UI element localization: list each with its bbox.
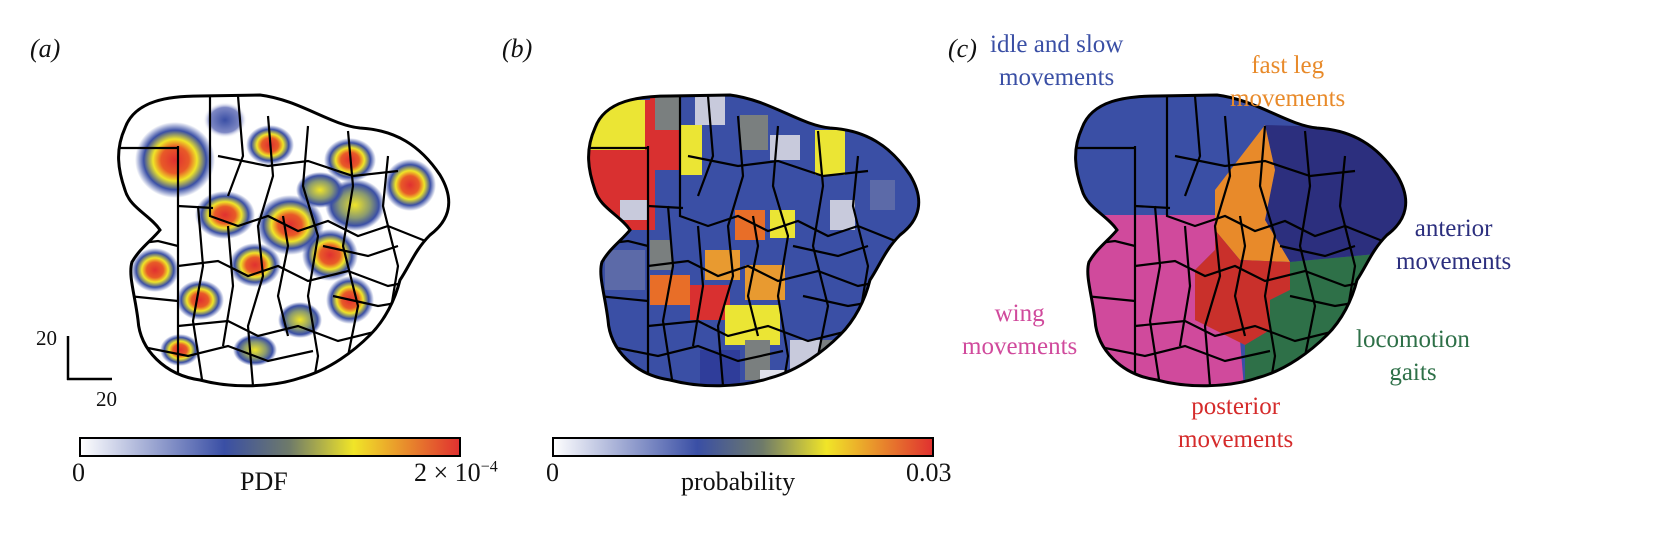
panel-b-probability-map — [587, 93, 921, 388]
region-fast-leg — [1215, 125, 1290, 262]
scale-bar-vertical-label: 20 — [36, 326, 57, 350]
group-label-anterior: anterior movements — [1396, 215, 1512, 275]
colorbar-probability-title: probability — [681, 467, 796, 496]
colorbar-probability — [552, 437, 934, 457]
colorbar-pdf-min: 0 — [72, 458, 85, 487]
group-label-wing: wing movements — [962, 300, 1078, 360]
colorbar-pdf — [79, 437, 461, 457]
group-label-fast-leg: fast leg movements — [1230, 52, 1346, 112]
colorbar-probability-max: 0.03 — [906, 458, 952, 487]
panel-c-label: (c) — [948, 34, 977, 63]
colorbar-probability-min: 0 — [546, 458, 559, 487]
panel-a-label: (a) — [30, 34, 61, 63]
group-label-posterior: posterior movements — [1178, 393, 1294, 453]
colorbar-pdf-title: PDF — [240, 467, 288, 496]
panel-b-label: (b) — [502, 34, 533, 63]
scale-bar-horizontal-label: 20 — [96, 387, 117, 411]
scale-bar — [66, 336, 112, 381]
group-label-idle: idle and slow movements — [990, 31, 1124, 91]
colorbar-pdf-max: 2 × 10−4 — [414, 458, 498, 487]
panel-a-density-map — [117, 93, 451, 388]
group-label-locomotion: locomotion gaits — [1356, 326, 1470, 386]
